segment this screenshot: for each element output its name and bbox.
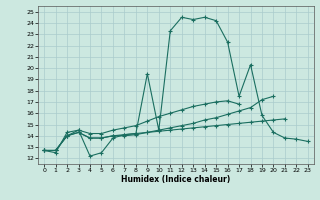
X-axis label: Humidex (Indice chaleur): Humidex (Indice chaleur): [121, 175, 231, 184]
